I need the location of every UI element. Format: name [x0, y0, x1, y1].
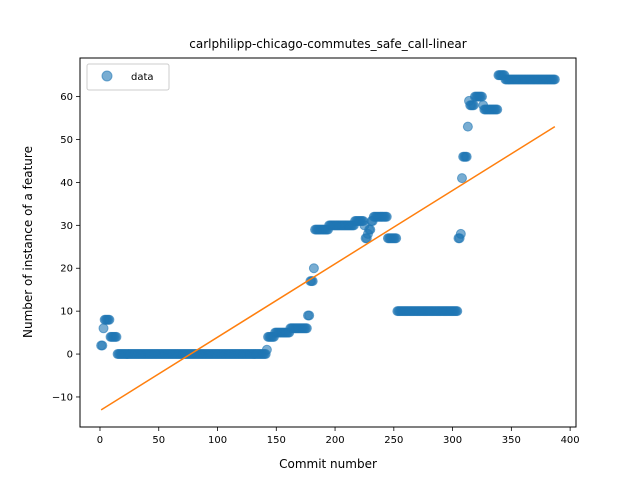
x-tick-label: 0 — [97, 435, 103, 446]
y-tick-label: 0 — [67, 350, 73, 361]
x-tick-label: 300 — [443, 435, 462, 446]
fit-line-layer — [100, 126, 556, 411]
data-point — [461, 151, 472, 162]
x-tick-label: 50 — [152, 435, 165, 446]
y-tick-label: −10 — [52, 392, 73, 403]
legend-marker — [101, 70, 113, 82]
x-tick-label: 100 — [208, 435, 227, 446]
y-axis: −10 0 10 20 30 40 50 60 — [52, 92, 80, 403]
data-point — [104, 314, 115, 325]
y-tick-label: 60 — [60, 92, 73, 103]
data-point — [476, 91, 487, 102]
data-point — [98, 323, 109, 334]
plot-frame — [79, 57, 577, 428]
data-point — [391, 233, 402, 244]
x-axis: 0 50 100 150 200 250 300 350 400 — [97, 427, 580, 446]
x-tick-label: 250 — [384, 435, 403, 446]
data-point — [381, 211, 392, 222]
x-tick-label: 350 — [502, 435, 521, 446]
y-tick-label: 30 — [60, 221, 73, 232]
x-tick-label: 150 — [267, 435, 286, 446]
y-tick-label: 10 — [60, 307, 73, 318]
data-point — [308, 263, 319, 274]
data-point — [452, 306, 463, 317]
data-point — [365, 224, 376, 235]
legend-box — [86, 63, 170, 91]
y-tick-label: 20 — [60, 264, 73, 275]
legend: data — [86, 63, 170, 91]
legend-label-data: data — [131, 72, 154, 83]
data-point — [301, 323, 312, 334]
data-point — [456, 173, 467, 184]
y-axis-label: Number of instance of a feature — [21, 146, 35, 338]
fit-line — [100, 126, 556, 411]
data-point — [462, 121, 473, 132]
data-point — [468, 100, 479, 111]
data-point — [549, 74, 560, 85]
y-tick-label: 50 — [60, 135, 73, 146]
chart-title: carlphilipp-chicago-commutes_safe_call-l… — [189, 37, 466, 51]
data-point — [304, 310, 315, 321]
data-point — [455, 228, 466, 239]
data-point — [97, 340, 108, 351]
data-point — [261, 344, 272, 355]
data-point — [492, 104, 503, 115]
x-axis-label: Commit number — [279, 457, 377, 471]
data-point — [111, 331, 122, 342]
y-tick-label: 40 — [60, 178, 73, 189]
x-tick-label: 200 — [326, 435, 345, 446]
data-points — [96, 70, 560, 360]
x-tick-label: 400 — [561, 435, 580, 446]
